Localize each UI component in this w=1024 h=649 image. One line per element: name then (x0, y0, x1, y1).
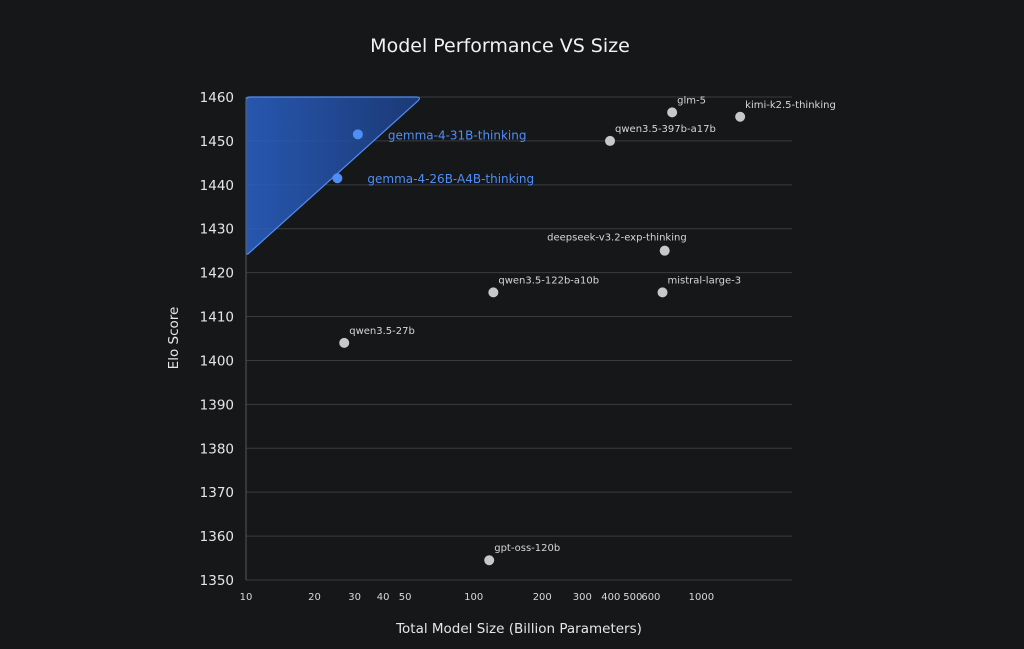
x-tick-label-10: 10 (240, 592, 253, 603)
x-tick-label-200: 200 (533, 592, 552, 603)
x-tick-label-40: 40 (377, 592, 390, 603)
y-tick-label-1400: 1400 (200, 353, 234, 369)
axes: 1350 1360 1370 1380 1390 1400 1410 1420 1430 1440… (200, 90, 714, 603)
x-tick-label-1000: 1000 (689, 592, 714, 603)
point-qwen3-5-397b-a17b (605, 135, 616, 146)
y-tick-label-1460: 1460 (200, 90, 234, 106)
y-tick-label-1450: 1450 (200, 134, 234, 150)
point-label-gpt-oss-120b: gpt-oss-120b (494, 543, 560, 554)
point-gemma-4-26b-a4b-thinking (332, 173, 343, 184)
x-tick-label-30: 30 (348, 592, 361, 603)
point-gemma-4-31b-thinking (352, 129, 363, 140)
y-tick-label-1370: 1370 (200, 485, 234, 501)
x-tick-label-300: 300 (573, 592, 592, 603)
x-tick-label-500: 500 (623, 592, 642, 603)
point-label-gemma-4-31b-thinking: gemma-4-31B-thinking (388, 128, 527, 142)
x-tick-label-400: 400 (601, 592, 620, 603)
data-points: gemma-4-31B-thinking gemma-4-26B-A4B-thin… (332, 95, 836, 566)
y-tick-label-1430: 1430 (200, 222, 234, 238)
point-label-kimi-k2-5-thinking: kimi-k2.5-thinking (745, 100, 836, 111)
point-label-glm-5: glm-5 (677, 95, 706, 106)
y-tick-label-1440: 1440 (200, 178, 234, 194)
x-tick-label-600: 600 (641, 592, 660, 603)
highlight-region-group (245, 96, 421, 255)
point-label-qwen3-5-122b-a10b: qwen3.5-122b-a10b (498, 275, 599, 286)
y-tick-label-1350: 1350 (200, 573, 234, 589)
chart-title: Model Performance VS Size (370, 35, 630, 57)
point-label-gemma-4-26b-a4b-thinking: gemma-4-26B-A4B-thinking (367, 172, 534, 186)
y-tick-label-1380: 1380 (200, 441, 234, 457)
point-label-qwen3-5-397b-a17b: qwen3.5-397b-a17b (615, 124, 716, 135)
point-glm-5 (667, 107, 678, 118)
x-tick-label-100: 100 (464, 592, 483, 603)
point-label-qwen3-5-27b: qwen3.5-27b (349, 326, 415, 337)
y-tick-label-1410: 1410 (200, 310, 234, 326)
y-tick-label-1420: 1420 (200, 266, 234, 282)
y-tick-label-1360: 1360 (200, 529, 234, 545)
point-gpt-oss-120b (484, 555, 495, 566)
point-qwen3-5-122b-a10b (488, 287, 499, 298)
x-tick-label-50: 50 (399, 592, 412, 603)
point-kimi-k2-5-thinking (735, 111, 746, 122)
y-tick-label-1390: 1390 (200, 397, 234, 413)
point-deepseek-v3-2-exp-thinking (659, 245, 670, 256)
x-tick-label-20: 20 (308, 592, 321, 603)
y-axis-label: Elo Score (166, 307, 182, 370)
point-mistral-large-3 (657, 287, 668, 298)
point-label-mistral-large-3: mistral-large-3 (668, 275, 742, 286)
x-axis-label: Total Model Size (Billion Parameters) (395, 621, 642, 637)
point-label-deepseek-v3-2-exp-thinking: deepseek-v3.2-exp-thinking (547, 233, 687, 244)
highlight-region (245, 96, 421, 255)
point-qwen3-5-27b (339, 337, 350, 348)
